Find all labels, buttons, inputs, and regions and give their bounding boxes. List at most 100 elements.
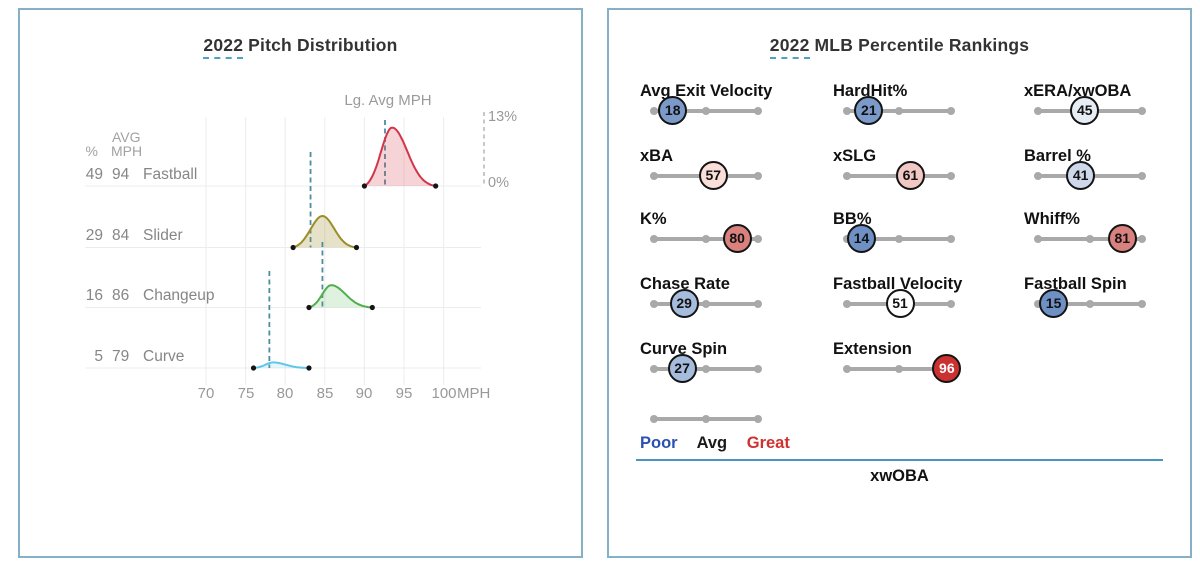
footer-divider-line <box>636 459 1163 461</box>
metric-chase-rate: Chase Rate 29 <box>640 275 835 337</box>
percentile-badge[interactable]: 27 <box>667 354 697 383</box>
slider-dot-right <box>754 235 762 243</box>
metric-xera-xwoba: xERA/xwOBA 45 <box>1024 82 1200 144</box>
title-text: MLB Percentile Rankings <box>814 35 1030 55</box>
percentile-slider: 29 <box>650 289 762 319</box>
slider-name: Slider <box>143 227 183 244</box>
percentile-badge[interactable]: 29 <box>669 289 699 318</box>
curve-distribution-curve <box>252 361 310 369</box>
curve-name: Curve <box>143 348 185 365</box>
percentile-badge[interactable]: 61 <box>895 161 925 190</box>
percentile-badge[interactable]: 45 <box>1070 96 1100 125</box>
metric-label: xBA <box>640 147 674 165</box>
fastball-distribution-area[interactable] <box>364 127 436 186</box>
slider-dot-left <box>650 300 658 308</box>
slider-avg-mph: 84 <box>112 227 130 244</box>
x-tick-90: 90 <box>355 385 373 402</box>
percentile-slider: 96 <box>843 354 962 384</box>
slider-dot-left <box>843 235 851 243</box>
percentile-slider: 15 <box>1034 289 1146 319</box>
title-year-tooltip-trigger[interactable]: 2022 <box>203 35 244 59</box>
distribution-endpoint-dot <box>306 304 312 311</box>
slider-dot-mid <box>702 365 710 373</box>
percentile-badge[interactable]: 18 <box>658 96 688 125</box>
curve-distribution-area[interactable] <box>253 362 310 368</box>
percentile-badge[interactable]: 14 <box>847 224 877 253</box>
title-text: Pitch Distribution <box>248 35 398 55</box>
pitch-distribution-title: 2022 Pitch Distribution <box>20 35 581 59</box>
legend-scale-slider <box>650 405 762 433</box>
slider-dot-mid <box>702 235 710 243</box>
percentile-badge[interactable]: 80 <box>722 224 752 253</box>
percentile-badge[interactable]: 15 <box>1039 289 1069 318</box>
changeup-distribution-curve <box>308 284 374 309</box>
slider-distribution-area[interactable] <box>293 216 357 248</box>
metric-label: Barrel % <box>1024 147 1091 165</box>
slider-dot-left <box>843 365 851 373</box>
header-avg: AVG <box>112 129 141 145</box>
distribution-endpoint-dot <box>250 365 257 371</box>
y-axis-bottom-label: 0% <box>488 175 509 191</box>
percentile-slider: 81 <box>1034 224 1146 254</box>
slider-dot-left <box>650 107 658 115</box>
percentile-legend: Poor Avg Great <box>640 405 860 453</box>
curve-usage-pct: 5 <box>94 348 103 365</box>
slider-dot-right <box>1138 172 1146 180</box>
changeup-name: Changeup <box>143 287 215 304</box>
metric-hardhit: HardHit% 21 <box>833 82 1028 144</box>
percentile-badge[interactable]: 57 <box>698 161 728 190</box>
slider-dot-right <box>754 107 762 115</box>
legend-poor-label: Poor <box>640 434 678 452</box>
header-mph: MPH <box>111 143 143 159</box>
legend-avg-label: Avg <box>696 434 728 452</box>
x-axis-unit-label: MPH <box>457 385 491 402</box>
metric-whiff: Whiff% 81 <box>1024 210 1200 272</box>
slider-dot-left <box>650 235 658 243</box>
percentile-badge[interactable]: 41 <box>1066 161 1096 190</box>
percentile-slider: 21 <box>843 96 955 126</box>
x-tick-70: 70 <box>197 385 215 402</box>
percentile-slider: 14 <box>843 224 955 254</box>
slider-distribution-curve <box>292 215 358 249</box>
legend-labels: Poor Avg Great <box>640 434 805 453</box>
slider-dot-mid <box>702 300 710 308</box>
x-tick-95: 95 <box>395 385 413 402</box>
metric-extension: Extension 96 <box>833 340 1028 402</box>
distribution-endpoint-dot <box>361 183 367 189</box>
metric-k: K% 80 <box>640 210 835 272</box>
changeup-usage-pct: 16 <box>85 287 103 304</box>
title-year-tooltip-trigger[interactable]: 2022 <box>769 35 810 59</box>
metric-label: Whiff% <box>1024 210 1080 228</box>
percentile-slider: 27 <box>650 354 762 384</box>
percentile-badge[interactable]: 81 <box>1107 224 1137 253</box>
slider-dot-left <box>843 172 851 180</box>
legend-dot-right <box>754 415 762 423</box>
percentile-slider: 51 <box>843 289 955 319</box>
slider-dot-mid <box>895 235 903 243</box>
percentile-badge[interactable]: 96 <box>932 354 962 383</box>
slider-dot-right <box>947 107 955 115</box>
slider-dot-right <box>947 235 955 243</box>
percentile-badge[interactable]: 21 <box>854 96 884 125</box>
x-tick-85: 85 <box>316 385 334 402</box>
slider-dot-left <box>1034 300 1042 308</box>
slider-dot-right <box>947 172 955 180</box>
y-axis-top-label: 13% <box>488 109 518 125</box>
slider-dot-left <box>1034 172 1042 180</box>
metric-label: Curve Spin <box>640 340 728 358</box>
legend-great-label: Great <box>746 434 790 452</box>
metric-barrel: Barrel % 41 <box>1024 147 1200 209</box>
metric-label: xERA/xwOBA <box>1024 82 1132 100</box>
metric-avg-exit-velocity: Avg Exit Velocity 18 <box>640 82 835 144</box>
slider-dot-left <box>650 172 658 180</box>
percentile-badge[interactable]: 51 <box>885 289 915 318</box>
slider-dot-right <box>1138 107 1146 115</box>
slider-dot-mid <box>895 107 903 115</box>
metric-xba: xBA 57 <box>640 147 835 209</box>
legend-dot-left <box>650 415 658 423</box>
distribution-endpoint-dot <box>353 244 360 251</box>
metric-curve-spin: Curve Spin 27 <box>640 340 835 402</box>
slider-dot-left <box>843 300 851 308</box>
x-tick-100: 100 <box>431 385 457 402</box>
